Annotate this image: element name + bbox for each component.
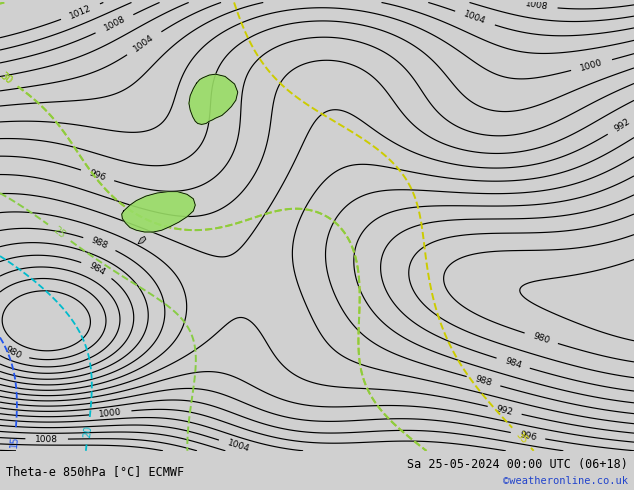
Text: 30: 30 <box>0 71 14 86</box>
Text: 996: 996 <box>88 168 107 182</box>
Text: 984: 984 <box>87 261 107 277</box>
Text: 1004: 1004 <box>227 439 251 454</box>
Text: 1004: 1004 <box>463 10 488 26</box>
Text: 1008: 1008 <box>35 435 58 443</box>
Text: 1008: 1008 <box>102 15 127 33</box>
Text: 992: 992 <box>613 117 632 134</box>
Text: 20: 20 <box>82 425 94 438</box>
Text: 35: 35 <box>514 430 529 446</box>
Polygon shape <box>138 237 146 244</box>
Text: 984: 984 <box>503 356 522 370</box>
Text: 1004: 1004 <box>133 33 156 53</box>
Text: 980: 980 <box>3 344 22 360</box>
Text: 980: 980 <box>532 331 551 345</box>
Text: 1008: 1008 <box>524 0 548 12</box>
Text: 992: 992 <box>495 404 514 417</box>
Text: 996: 996 <box>519 430 538 442</box>
Polygon shape <box>189 74 238 124</box>
Text: Sa 25-05-2024 00:00 UTC (06+18): Sa 25-05-2024 00:00 UTC (06+18) <box>407 458 628 471</box>
Text: 15: 15 <box>9 435 20 448</box>
Text: 1000: 1000 <box>98 407 122 418</box>
Polygon shape <box>122 192 195 232</box>
Text: 25: 25 <box>51 225 67 241</box>
Text: 988: 988 <box>90 236 109 251</box>
Text: 30: 30 <box>0 71 14 86</box>
Text: 1012: 1012 <box>68 3 93 21</box>
Text: 1000: 1000 <box>579 58 604 73</box>
Text: ©weatheronline.co.uk: ©weatheronline.co.uk <box>503 476 628 486</box>
Text: 988: 988 <box>474 374 493 388</box>
Text: Theta-e 850hPa [°C] ECMWF: Theta-e 850hPa [°C] ECMWF <box>6 465 184 478</box>
